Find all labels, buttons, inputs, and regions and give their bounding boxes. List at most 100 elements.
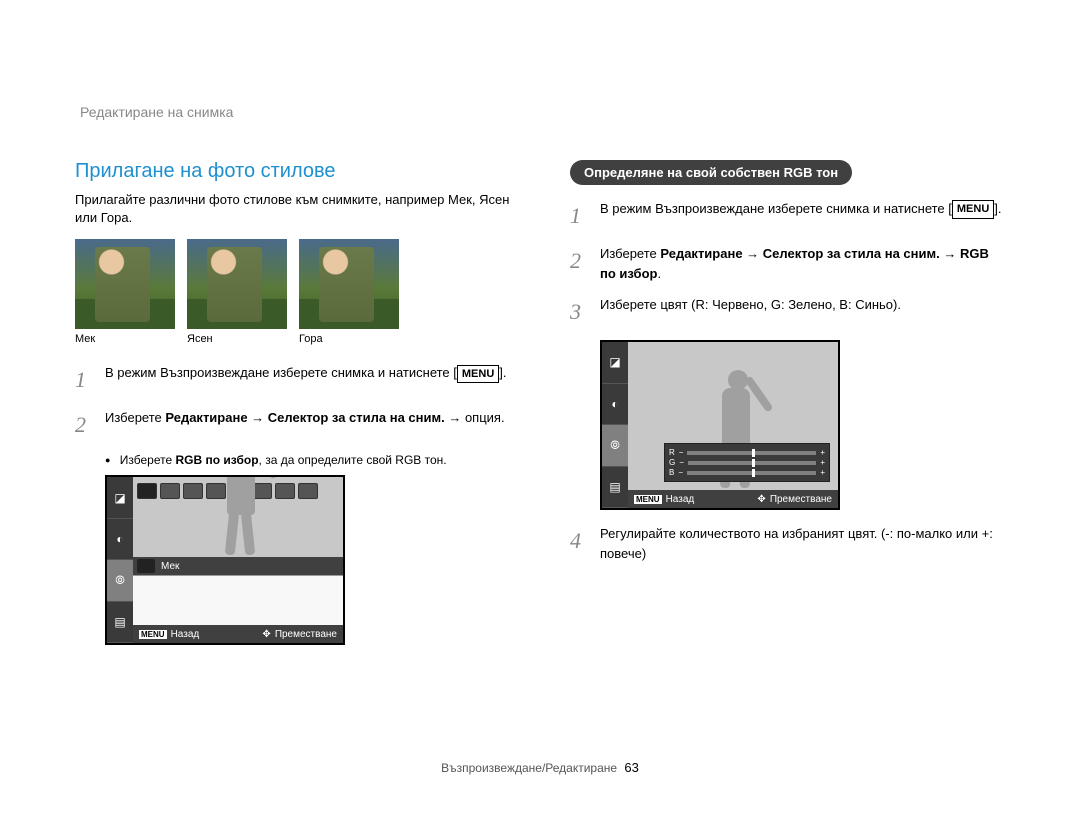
style-chip — [275, 483, 295, 499]
plus-icon: + — [820, 458, 825, 467]
rgb-label: R — [669, 448, 675, 457]
move-icon: ✥ — [262, 629, 270, 640]
thumb-soft: Мек — [75, 239, 175, 345]
step-number: 2 — [75, 408, 93, 441]
sidebar-icon: ▤ — [602, 467, 628, 509]
move-label: Преместване — [770, 494, 832, 505]
step-2: 2 Изберете Редактиране → Селектор за сти… — [75, 408, 510, 441]
rgb-row-b: B − + — [669, 468, 825, 477]
text: В режим Възпроизвеждане изберете снимка … — [105, 365, 457, 380]
intro-text: Прилагайте различни фото стилове към сни… — [75, 191, 510, 227]
menu-tag: MENU — [634, 495, 662, 504]
thumb-label: Гора — [299, 333, 399, 345]
slider-bar — [687, 471, 816, 475]
style-icon — [137, 559, 155, 573]
step-number: 1 — [75, 363, 93, 396]
camera-ui-rgb: ◪ ◐ ⦾ ▤ R − — [600, 340, 840, 510]
style-label-row: Мек — [133, 557, 343, 575]
right-column: Определяне на свой собствен RGB тон 1 В … — [570, 160, 1005, 645]
text: В режим Възпроизвеждане изберете снимка … — [600, 201, 952, 216]
slider-bar — [688, 461, 816, 465]
rgb-row-r: R − + — [669, 448, 825, 457]
footer-section: Възпроизвеждане/Редактиране — [441, 761, 617, 775]
step-number: 4 — [570, 524, 588, 563]
step-text: Изберете цвят (R: Червено, G: Зелено, B:… — [600, 295, 1005, 328]
thumb-image-vivid — [187, 239, 287, 329]
thumb-label: Мек — [75, 333, 175, 345]
footer-back: MENU Назад — [634, 494, 694, 505]
sidebar-icon: ◐ — [107, 519, 133, 561]
move-icon: ✥ — [757, 494, 765, 505]
move-label: Преместване — [275, 629, 337, 640]
cam-canvas — [133, 477, 343, 557]
text: ]. — [994, 201, 1001, 216]
text-bold: RGB по избор — [176, 453, 259, 467]
text: Изберете — [600, 246, 660, 261]
sidebar-icon: ◪ — [107, 477, 133, 519]
step-4: 4 Регулирайте количеството на избраният … — [570, 524, 1005, 563]
menu-key: MENU — [457, 365, 499, 384]
footer-move: ✥ Преместване — [757, 494, 832, 505]
sidebar-icon: ◐ — [602, 384, 628, 426]
rgb-row-g: G − + — [669, 458, 825, 467]
breadcrumb: Редактиране на снимка — [80, 104, 233, 120]
sidebar-icon: ◪ — [602, 342, 628, 384]
text: . — [657, 266, 661, 281]
step-text: В режим Възпроизвеждане изберете снимка … — [105, 363, 510, 396]
text: ]. — [499, 365, 506, 380]
style-chip — [137, 483, 157, 499]
step-number: 3 — [570, 295, 588, 328]
minus-icon: − — [679, 448, 684, 457]
minus-icon: − — [679, 458, 684, 467]
thumb-vivid: Ясен — [187, 239, 287, 345]
thumb-image-soft — [75, 239, 175, 329]
step-text: Изберете Редактиране → Селектор за стила… — [105, 408, 510, 441]
footer-back: MENU Назад — [139, 629, 199, 640]
text: Изберете — [105, 410, 165, 425]
page-footer: Възпроизвеждане/Редактиране 63 — [0, 760, 1080, 775]
left-steps: 1 В режим Възпроизвеждане изберете снимк… — [75, 363, 510, 441]
step-2: 2 Изберете Редактиране → Селектор за сти… — [570, 244, 1005, 283]
step-number: 2 — [570, 244, 588, 283]
text: Изберете — [120, 453, 176, 467]
sidebar-icon-selected: ⦾ — [602, 425, 628, 467]
silhouette-icon — [203, 477, 273, 557]
thumb-forest: Гора — [299, 239, 399, 345]
page-number: 63 — [624, 760, 638, 775]
menu-tag: MENU — [139, 630, 167, 639]
slider-bar — [687, 451, 816, 455]
thumb-label: Ясен — [187, 333, 287, 345]
style-chip — [298, 483, 318, 499]
rgb-sliders: R − + G − + — [664, 443, 830, 482]
plus-icon: + — [820, 468, 825, 477]
step-1: 1 В режим Възпроизвеждане изберете снимк… — [570, 199, 1005, 232]
step-text: Изберете Редактиране → Селектор за стила… — [600, 244, 1005, 283]
text: , за да определите свой RGB тон. — [259, 453, 447, 467]
section-pill: Определяне на свой собствен RGB тон — [570, 160, 852, 185]
cam-canvas: R − + G − + — [628, 342, 838, 490]
style-label: Мек — [161, 561, 179, 572]
cam-sidebar: ◪ ◐ ⦾ ▤ — [602, 342, 628, 508]
sidebar-icon: ▤ — [107, 602, 133, 644]
style-chip — [160, 483, 180, 499]
section-title: Прилагане на фото стилове — [75, 160, 510, 183]
plus-icon: + — [820, 448, 825, 457]
step-number: 1 — [570, 199, 588, 232]
camera-ui-styles: ◪ ◐ ⦾ ▤ — [105, 475, 345, 645]
minus-icon: − — [678, 468, 683, 477]
back-label: Назад — [666, 494, 695, 505]
text: опция. — [461, 410, 504, 425]
cam-blank — [133, 575, 343, 625]
sidebar-icon-selected: ⦾ — [107, 560, 133, 602]
cam-main: R − + G − + — [628, 342, 838, 508]
thumb-image-forest — [299, 239, 399, 329]
cam-footer: MENU Назад ✥ Преместване — [133, 625, 343, 643]
cam-footer: MENU Назад ✥ Преместване — [628, 490, 838, 508]
rgb-label: B — [669, 468, 674, 477]
page: Редактиране на снимка Прилагане на фото … — [0, 0, 1080, 815]
left-column: Прилагане на фото стилове Прилагайте раз… — [75, 160, 510, 645]
text-bold: Редактиране → Селектор за стила на сним.… — [165, 410, 461, 425]
menu-key: MENU — [952, 200, 994, 219]
footer-move: ✥ Преместване — [262, 629, 337, 640]
back-label: Назад — [171, 629, 200, 640]
